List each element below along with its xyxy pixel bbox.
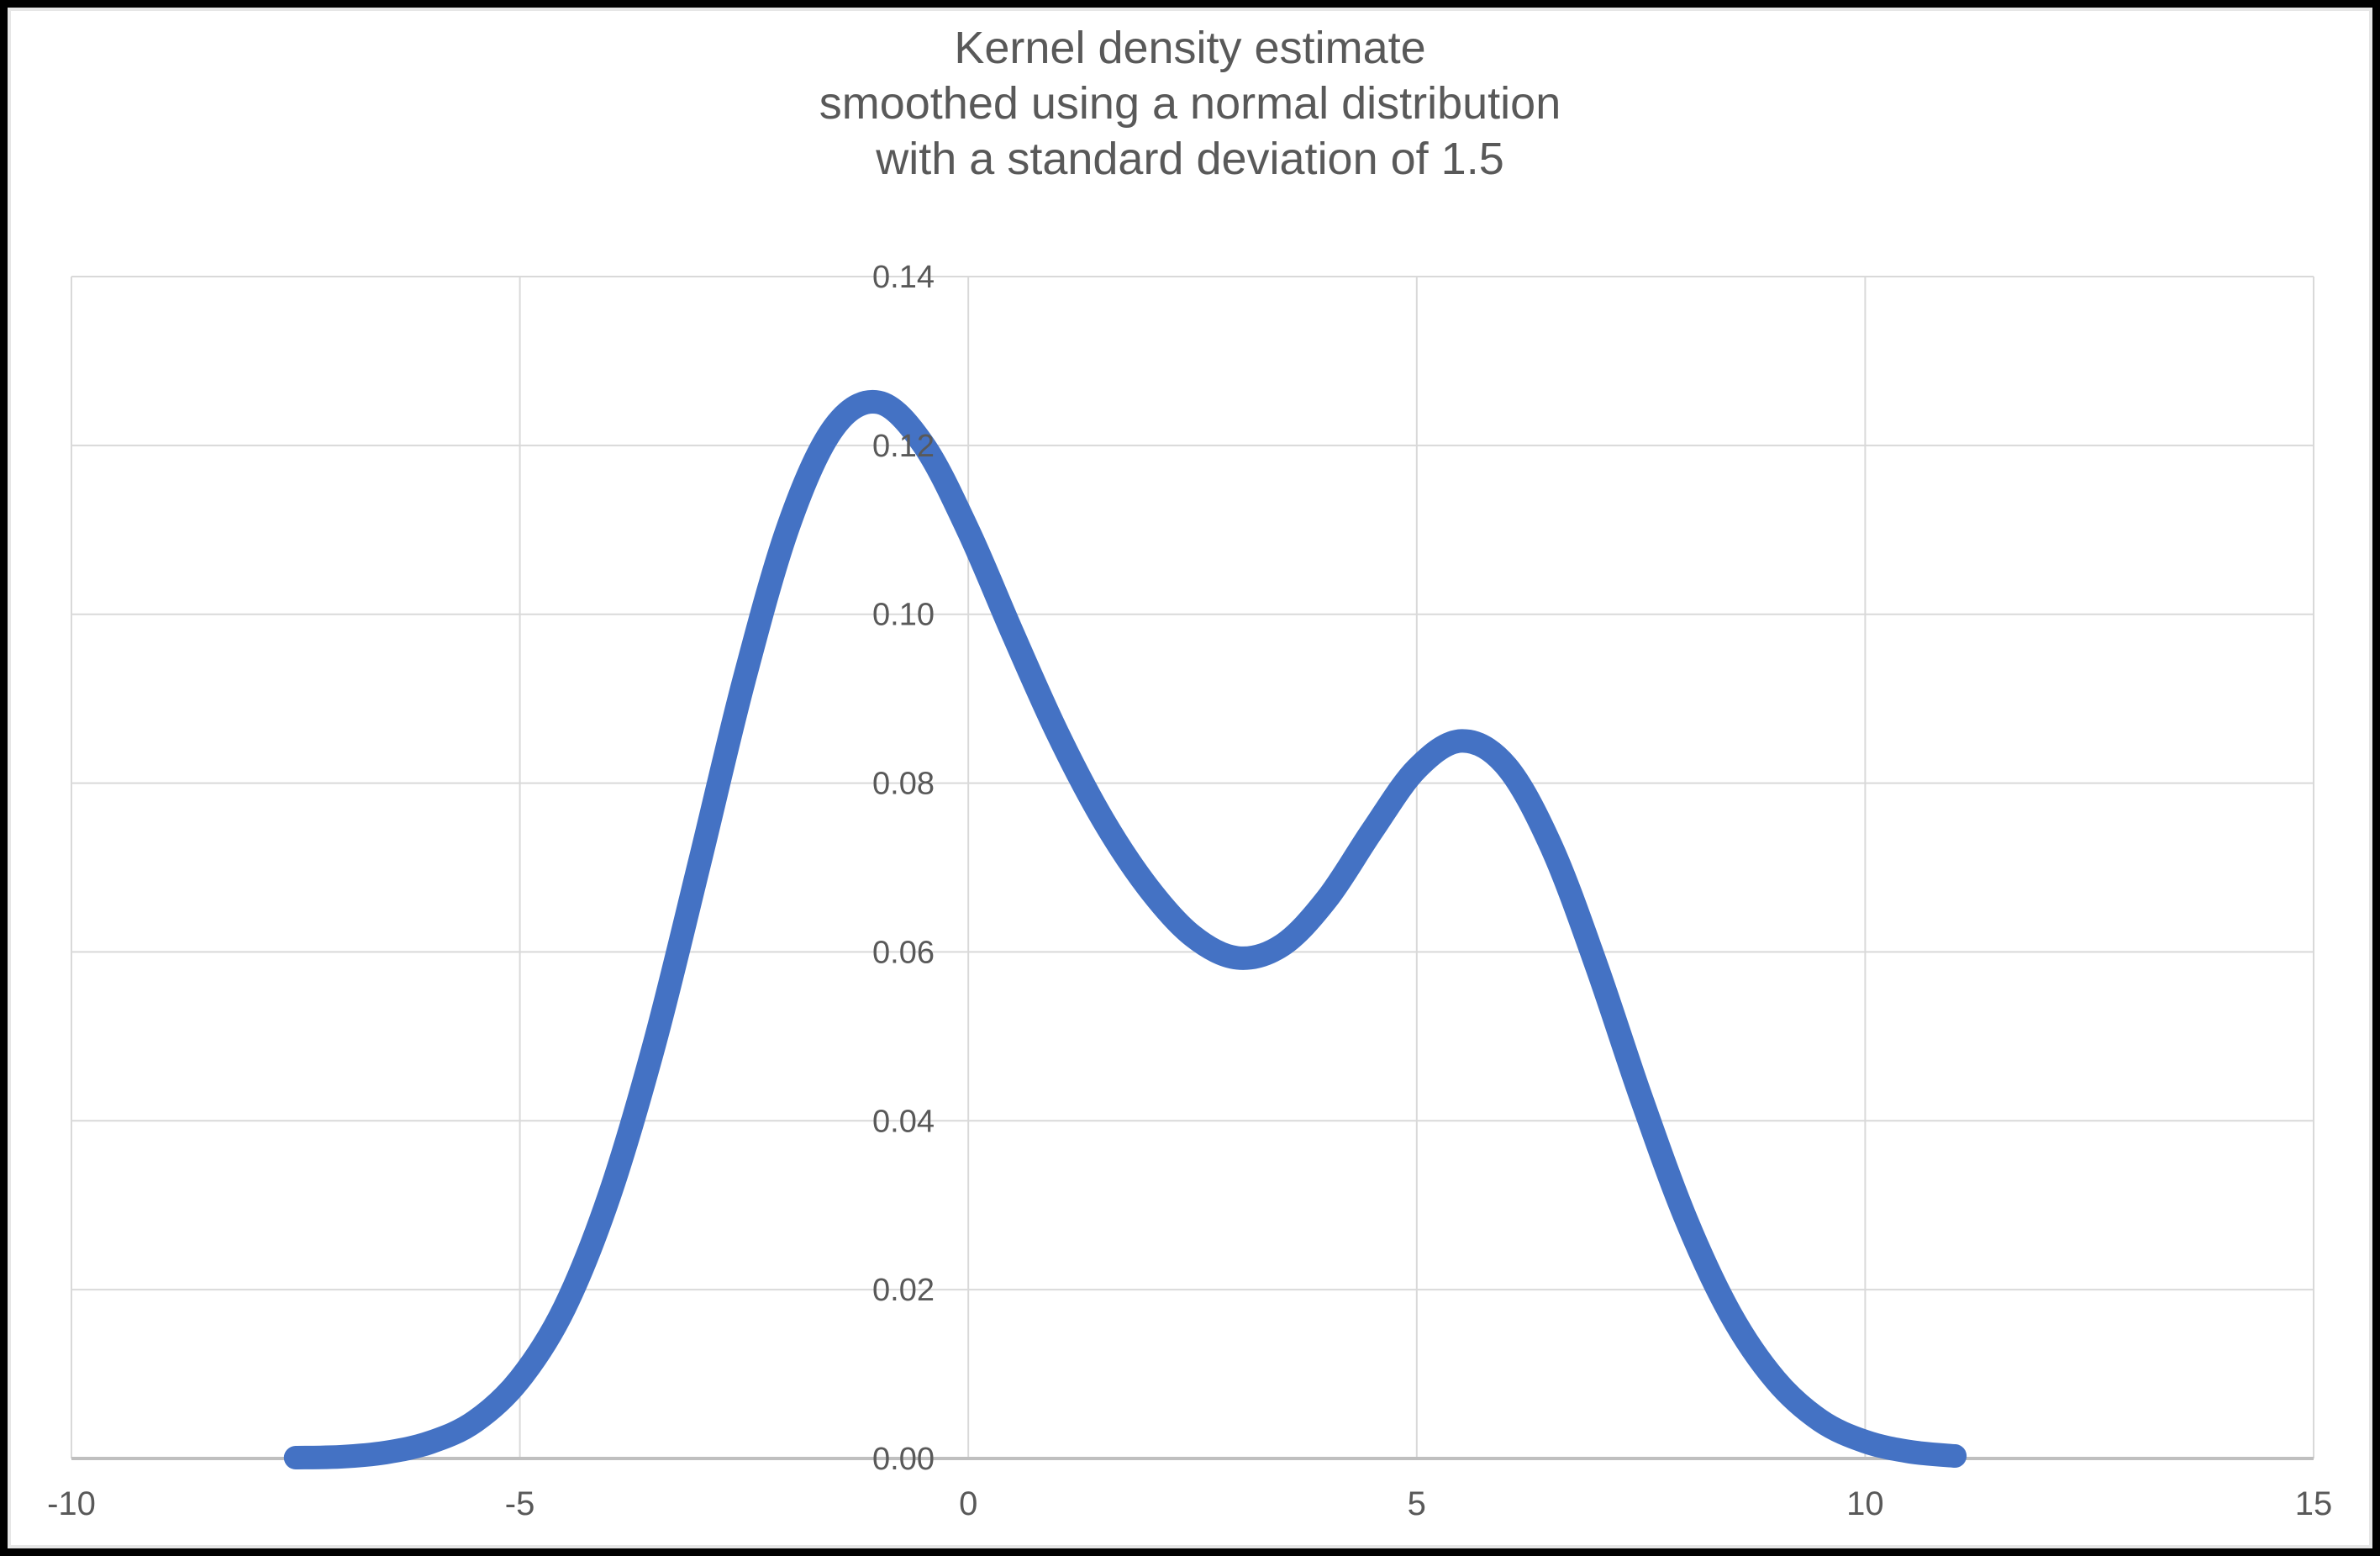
chart-title-line-1: Kernel density estimate xyxy=(954,23,1426,73)
y-tick-label-0.04: 0.04 xyxy=(872,1104,935,1139)
chart-title-line-2: smoothed using a normal distribution xyxy=(819,78,1561,129)
x-tick-label--5: -5 xyxy=(505,1485,535,1522)
y-tick-label-0.10: 0.10 xyxy=(872,598,935,633)
x-tick-label-15: 15 xyxy=(2295,1485,2333,1522)
y-tick-label-0.14: 0.14 xyxy=(872,260,935,295)
y-tick-label-0.02: 0.02 xyxy=(872,1273,935,1308)
y-tick-label-0.12: 0.12 xyxy=(872,429,935,464)
y-tick-label-0.08: 0.08 xyxy=(872,767,935,802)
chart-title: Kernel density estimate smoothed using a… xyxy=(0,20,2380,187)
x-tick-label-5: 5 xyxy=(1408,1485,1426,1522)
y-tick-label-0.00: 0.00 xyxy=(872,1442,935,1477)
x-tick-label-10: 10 xyxy=(1846,1485,1884,1522)
chart-title-line-3: with a standard deviation of 1.5 xyxy=(876,134,1504,184)
y-tick-label-0.06: 0.06 xyxy=(872,935,935,970)
kde-curve xyxy=(283,389,1967,1469)
x-tick-label-0: 0 xyxy=(959,1485,977,1522)
x-tick-label--10: -10 xyxy=(47,1485,96,1522)
